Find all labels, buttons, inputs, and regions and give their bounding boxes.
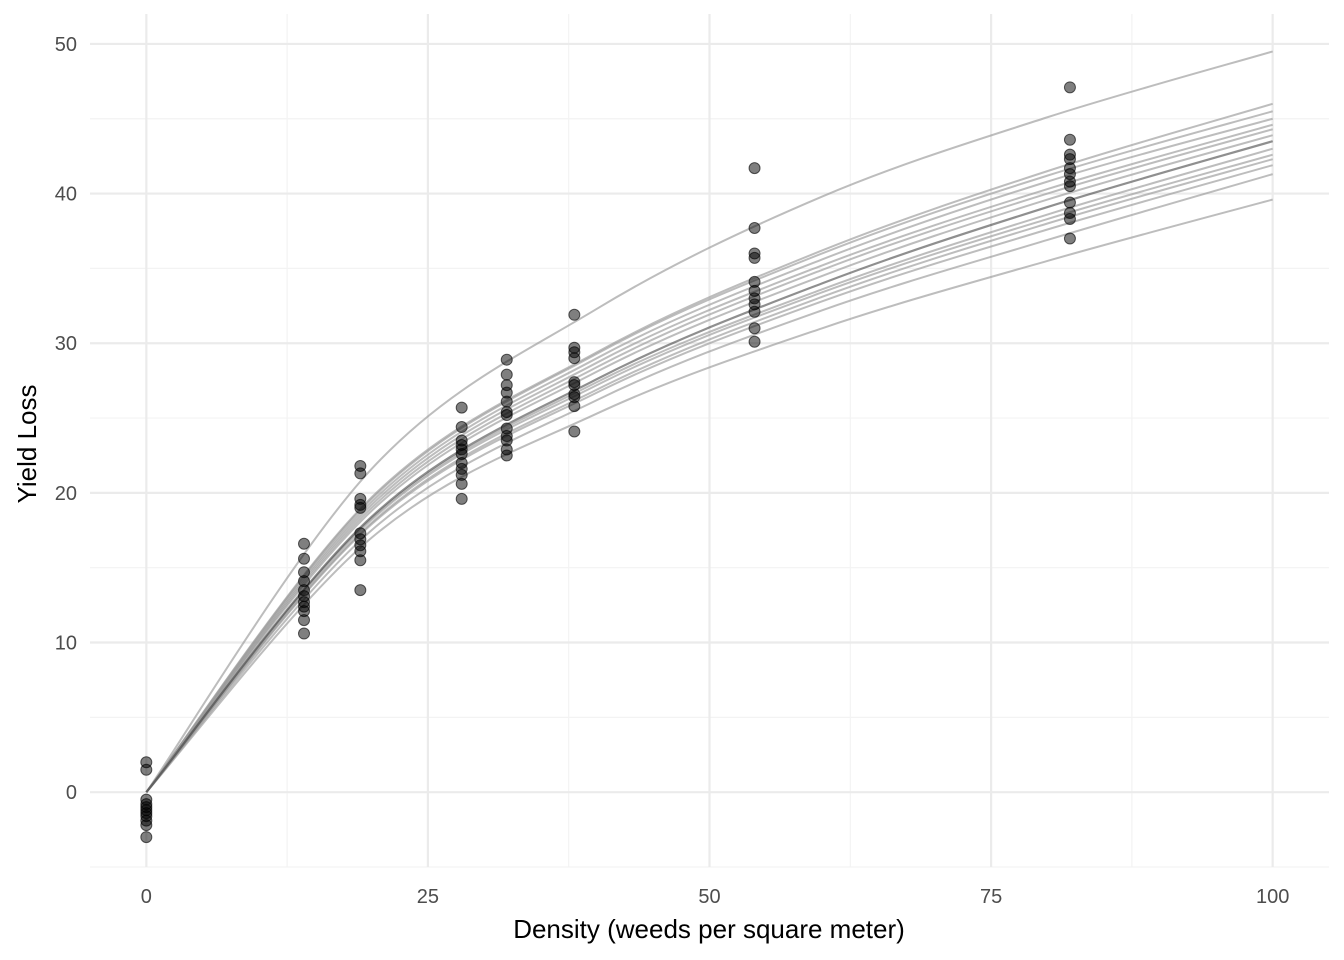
data-point	[748, 162, 761, 175]
data-point	[748, 251, 761, 264]
data-point	[500, 409, 513, 422]
data-point	[500, 353, 513, 366]
data-point	[568, 308, 581, 321]
data-point	[568, 425, 581, 438]
y-tick-label: 20	[55, 483, 77, 505]
data-point	[1063, 81, 1076, 94]
data-point	[748, 221, 761, 234]
data-point	[140, 831, 153, 844]
data-point	[1063, 196, 1076, 209]
y-tick-label: 30	[55, 333, 77, 355]
x-tick-label: 75	[980, 886, 1002, 908]
x-axis-ticks: 0 25 50 75 100	[141, 886, 1290, 908]
y-tick-label: 50	[55, 34, 77, 56]
y-tick-label: 10	[55, 633, 77, 655]
data-point	[1063, 213, 1076, 226]
x-tick-label: 0	[141, 886, 152, 908]
data-point	[298, 614, 311, 627]
data-point	[140, 819, 153, 832]
x-tick-label: 100	[1256, 886, 1289, 908]
data-point	[298, 627, 311, 640]
data-point	[354, 584, 367, 597]
x-tick-label: 50	[698, 886, 720, 908]
data-point	[1063, 180, 1076, 193]
x-tick-label: 25	[417, 886, 439, 908]
data-point	[500, 449, 513, 462]
data-point	[354, 554, 367, 567]
data-point	[568, 400, 581, 413]
data-points	[140, 81, 1076, 844]
x-axis-title: Density (weeds per square meter)	[513, 914, 905, 944]
data-point	[568, 352, 581, 365]
data-point	[455, 401, 468, 414]
data-point	[354, 501, 367, 514]
fitted-curve	[145, 198, 1273, 793]
data-point	[455, 477, 468, 490]
fitted-curve	[145, 50, 1273, 793]
y-tick-label: 0	[66, 782, 77, 804]
data-point	[455, 492, 468, 505]
data-point	[455, 421, 468, 434]
data-point	[748, 322, 761, 335]
y-tick-label: 40	[55, 184, 77, 206]
data-point	[354, 467, 367, 480]
data-point	[748, 305, 761, 318]
data-point	[298, 552, 311, 565]
data-point	[140, 763, 153, 776]
data-point	[1063, 133, 1076, 146]
data-point	[748, 335, 761, 348]
data-point	[298, 537, 311, 550]
data-point	[500, 395, 513, 408]
y-axis-title: Yield Loss	[12, 385, 42, 504]
data-point	[1063, 232, 1076, 245]
data-point	[500, 368, 513, 381]
y-axis-ticks: 0 10 20 30 40 50	[55, 34, 77, 804]
major-gridlines	[90, 14, 1329, 867]
